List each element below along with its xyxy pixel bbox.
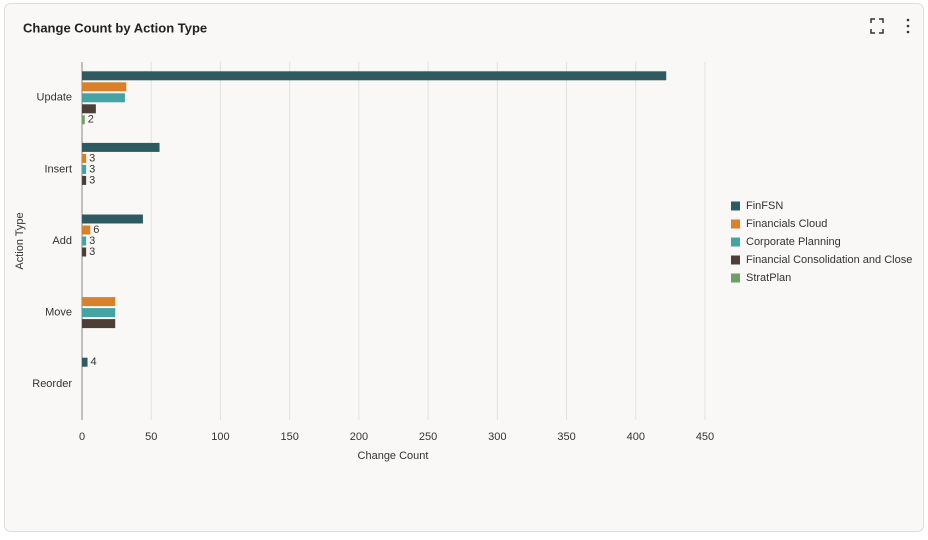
legend-swatch — [731, 237, 740, 247]
y-tick-label: Update — [37, 92, 72, 104]
legend-label: Corporate Planning — [746, 236, 841, 248]
bar — [82, 71, 667, 81]
x-tick-label: 50 — [145, 431, 157, 443]
data-label: 3 — [89, 152, 95, 164]
legend-label: FinFSN — [746, 200, 783, 212]
x-tick-label: 150 — [280, 431, 298, 443]
bar — [82, 153, 87, 163]
x-tick-label: 350 — [557, 431, 575, 443]
bar — [82, 297, 116, 307]
y-tick-label: Insert — [44, 163, 72, 175]
data-label: 2 — [88, 114, 94, 126]
bar — [82, 175, 87, 185]
data-label: 6 — [93, 224, 99, 236]
legend-label: StratPlan — [746, 272, 791, 284]
x-tick-label: 250 — [419, 431, 437, 443]
y-tick-label: Move — [45, 307, 72, 319]
bar — [82, 115, 85, 125]
bar — [82, 247, 87, 257]
data-label: 3 — [89, 246, 95, 258]
chart-title: Change Count by Action Type — [23, 20, 207, 35]
legend-label: Financials Cloud — [746, 218, 827, 230]
x-axis-title: Change Count — [358, 450, 429, 462]
x-tick-label: 200 — [350, 431, 368, 443]
data-label: 3 — [89, 163, 95, 175]
data-label: 4 — [91, 356, 97, 368]
bar — [82, 104, 96, 114]
x-tick-label: 0 — [79, 431, 85, 443]
bar — [82, 319, 116, 329]
x-tick-label: 100 — [211, 431, 229, 443]
legend-swatch — [731, 219, 740, 229]
card — [4, 3, 924, 532]
bar — [82, 214, 143, 224]
bar — [82, 308, 116, 318]
legend-swatch — [731, 273, 740, 283]
x-tick-label: 400 — [627, 431, 645, 443]
data-label: 3 — [89, 235, 95, 247]
legend-label: Financial Consolidation and Close — [746, 254, 912, 266]
bar — [82, 236, 87, 246]
y-tick-label: Reorder — [32, 378, 72, 390]
bar — [82, 225, 91, 235]
bar — [82, 93, 125, 103]
menu-icon[interactable] — [906, 18, 910, 34]
data-label: 3 — [89, 174, 95, 186]
y-tick-label: Add — [52, 235, 72, 247]
bar — [82, 82, 127, 92]
x-tick-label: 450 — [696, 431, 714, 443]
legend-swatch — [731, 201, 740, 211]
bar — [82, 357, 88, 367]
y-axis-title: Action Type — [14, 212, 26, 269]
legend-swatch — [731, 255, 740, 265]
bar — [82, 142, 160, 152]
expand-icon[interactable] — [870, 18, 884, 34]
x-tick-label: 300 — [488, 431, 506, 443]
bar — [82, 164, 87, 174]
